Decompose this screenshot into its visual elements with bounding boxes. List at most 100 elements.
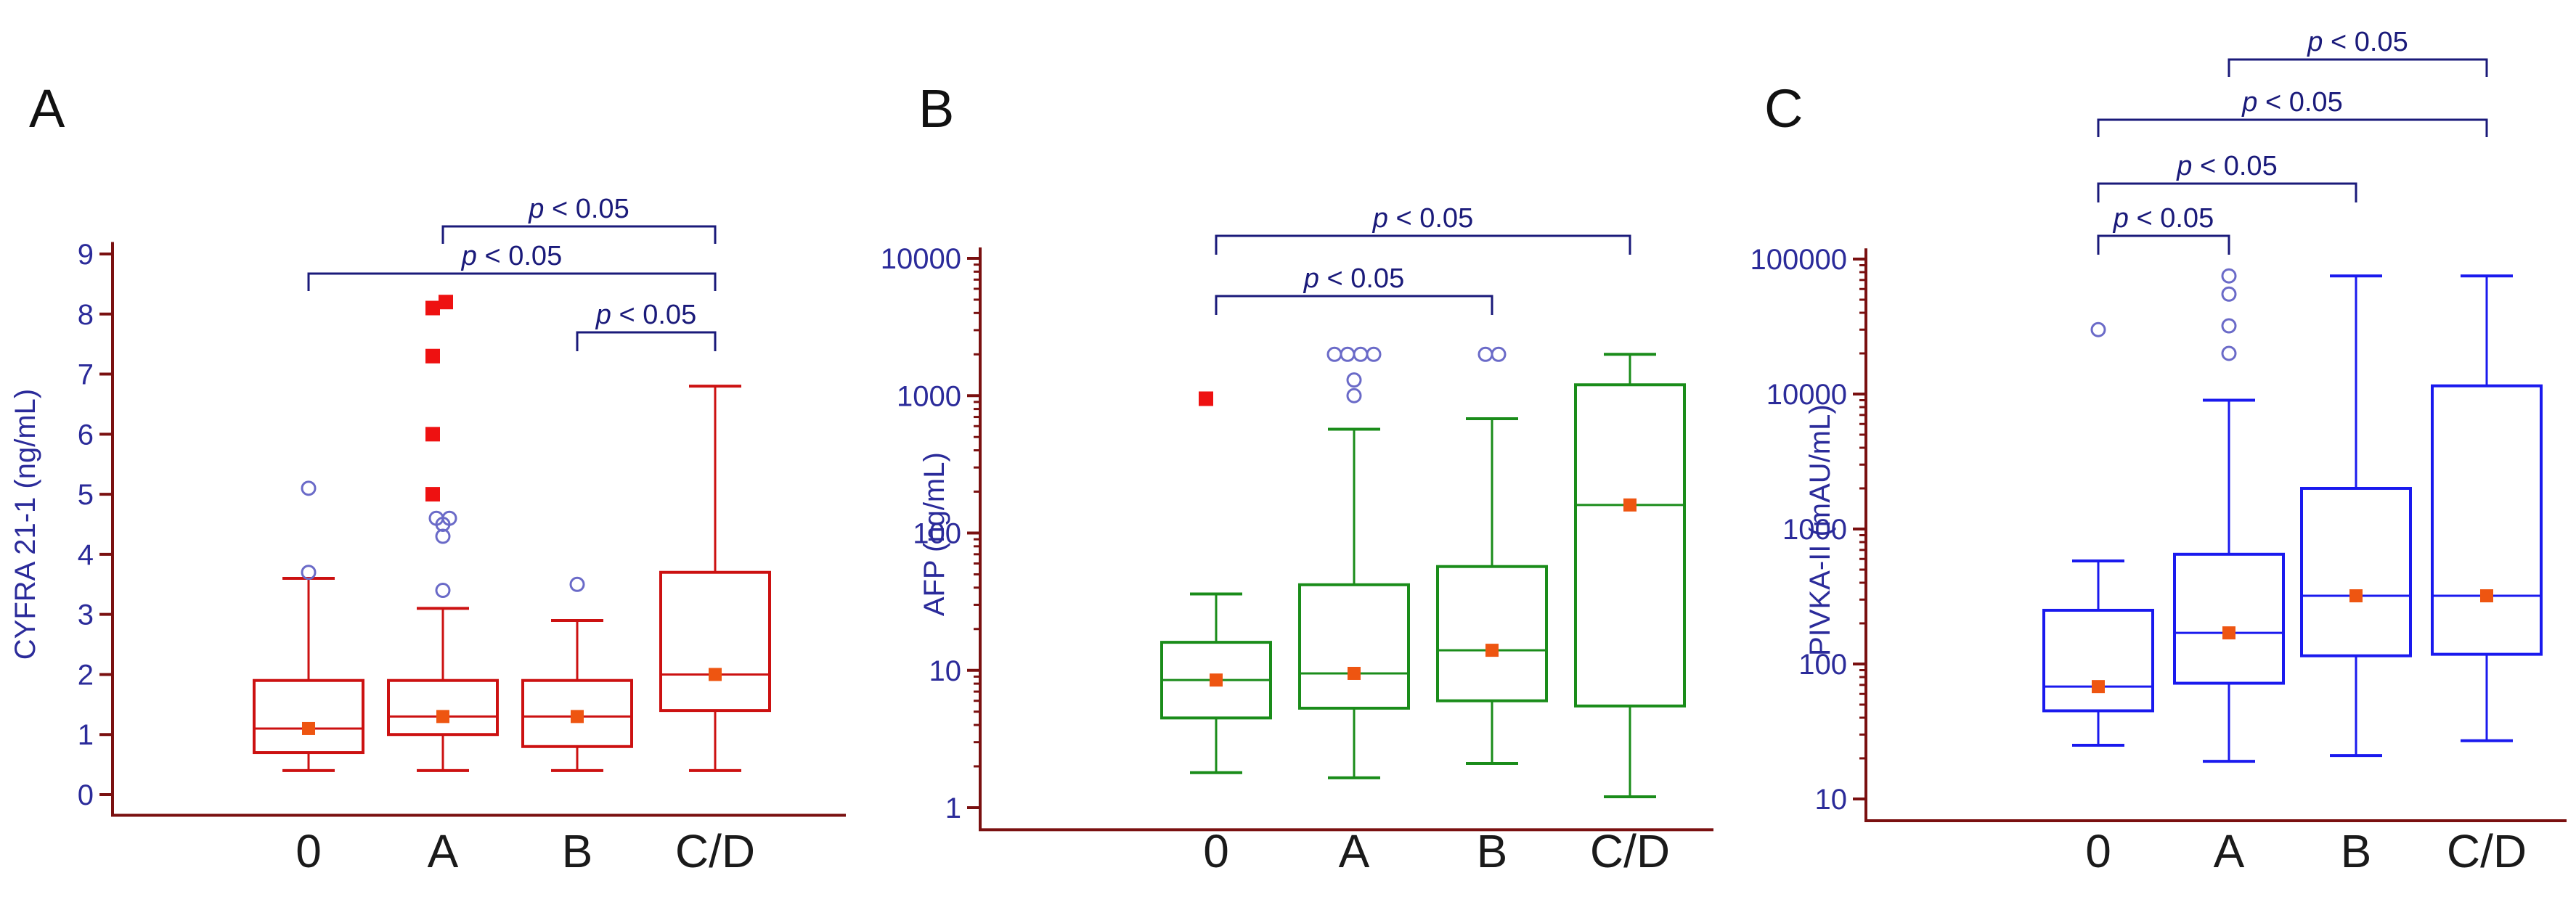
significance-label: p < 0.05 — [2241, 87, 2342, 118]
box-iqr — [1298, 583, 1410, 710]
mean-marker — [1623, 498, 1637, 512]
box-iqr — [2300, 487, 2412, 657]
x-tick-label: C/D — [1590, 825, 1670, 877]
outlier-point — [301, 565, 317, 581]
far-outlier-point — [439, 295, 453, 310]
y-tick-label: 100000 — [1750, 244, 1847, 276]
significance-bracket — [2097, 182, 2357, 202]
x-tick-label: 0 — [295, 825, 322, 877]
mean-marker — [571, 710, 584, 723]
y-tick-label: 7 — [78, 359, 94, 391]
outlier-point — [1326, 346, 1342, 362]
box-iqr — [1436, 565, 1548, 702]
y-tick-label: 1000 — [897, 380, 961, 412]
x-tick-label: B — [2341, 825, 2372, 877]
panel-a: A CYFRA 21-1 (ng/mL) 0 1 2 3 4 5 6 7 8 9 0 A B C/D p < 0… — [9, 78, 846, 877]
significance-label: p < 0.05 — [2307, 27, 2408, 57]
significance-label: p < 0.05 — [528, 194, 629, 224]
mean-marker — [436, 710, 449, 723]
y-tick-label: 10 — [1815, 784, 1848, 816]
y-tick-label: 8 — [78, 299, 94, 331]
far-outlier-point — [425, 300, 440, 316]
outlier-point — [2221, 268, 2237, 284]
mean-marker — [302, 721, 315, 735]
panel-letter: C — [1764, 78, 1803, 139]
box-iqr — [1574, 383, 1686, 708]
y-tick-label: 5 — [78, 479, 94, 511]
mean-marker — [2222, 626, 2235, 640]
mean-marker — [2349, 589, 2363, 603]
y-axis-label: AFP (ng/mL) — [918, 452, 950, 616]
far-outlier-point — [425, 348, 440, 364]
significance-bracket — [576, 331, 717, 351]
x-tick-label: 0 — [1203, 825, 1229, 877]
outlier-point — [1477, 346, 1493, 362]
y-tick-label: 0 — [78, 779, 94, 811]
y-tick-label: 1 — [945, 792, 961, 824]
y-tick-label: 6 — [78, 419, 94, 451]
outlier-point — [1353, 346, 1369, 362]
outlier-point — [1491, 346, 1507, 362]
significance-bracket — [1215, 234, 1631, 255]
y-axis-label: PIVKA-II (mAU/mL) — [1804, 404, 1836, 656]
y-tick-label: 9 — [78, 239, 94, 271]
significance-bracket — [2097, 118, 2488, 137]
outlier-point — [1346, 388, 1362, 403]
x-tick-label: B — [562, 825, 593, 877]
outlier-point — [1346, 372, 1362, 388]
x-tick-label: 0 — [2085, 825, 2111, 877]
far-outlier-point — [425, 487, 440, 502]
significance-label: p < 0.05 — [2113, 203, 2214, 234]
outlier-point — [2090, 321, 2106, 337]
outlier-point — [435, 583, 451, 599]
significance-label: p < 0.05 — [595, 300, 696, 330]
outlier-point — [1340, 346, 1356, 362]
y-tick-label: 1000 — [1782, 514, 1847, 546]
y-tick-label: 1 — [78, 719, 94, 751]
panel-letter: B — [918, 78, 954, 139]
panel-letter: A — [29, 78, 65, 139]
significance-label: p < 0.05 — [2176, 151, 2277, 181]
x-tick-label: A — [2214, 825, 2245, 877]
significance-label: p < 0.05 — [1303, 263, 1404, 294]
mean-marker — [2480, 589, 2493, 603]
y-tick-label: 10000 — [881, 243, 961, 275]
far-outlier-point — [425, 427, 440, 442]
far-outlier-point — [1199, 391, 1213, 406]
y-tick-label: 4 — [78, 539, 94, 571]
mean-marker — [1485, 644, 1499, 657]
y-tick-label: 100 — [913, 518, 961, 550]
box-iqr — [659, 570, 771, 713]
x-tick-label: C/D — [675, 825, 755, 877]
y-tick-label: 2 — [78, 659, 94, 691]
mean-marker — [1348, 666, 1361, 680]
panel-c: C PIVKA-II (mAU/mL) 10 100 1000 10000 100000 0 A… — [1750, 27, 2567, 877]
box-iqr — [253, 678, 364, 755]
mean-marker — [709, 668, 722, 681]
box-iqr — [2431, 384, 2543, 656]
y-tick-label: 10000 — [1766, 379, 1847, 411]
outlier-point — [2221, 318, 2237, 334]
significance-label: p < 0.05 — [461, 241, 562, 271]
outlier-point — [569, 576, 585, 592]
significance-bracket — [2097, 234, 2230, 255]
significance-label: p < 0.05 — [1372, 203, 1473, 234]
significance-bracket — [1215, 295, 1493, 315]
outlier-point — [1366, 346, 1382, 362]
x-tick-label: A — [1339, 825, 1370, 877]
outlier-point — [2221, 286, 2237, 302]
panel-b: B AFP (ng/mL) 1 10 100 1000 10000 0 A B C/D p < 0.0… — [881, 78, 1713, 877]
box-iqr — [2173, 552, 2285, 685]
y-axis-label: CYFRA 21-1 (ng/mL) — [9, 389, 41, 660]
x-tick-label: C/D — [2447, 825, 2527, 877]
mean-marker — [2092, 680, 2105, 694]
significance-bracket — [2227, 58, 2488, 77]
outlier-point — [441, 510, 457, 526]
y-tick-label: 10 — [929, 655, 962, 687]
significance-bracket — [441, 225, 717, 244]
significance-bracket — [307, 272, 717, 291]
box-iqr — [2042, 608, 2154, 713]
outlier-point — [301, 480, 317, 496]
box-iqr — [387, 678, 499, 737]
